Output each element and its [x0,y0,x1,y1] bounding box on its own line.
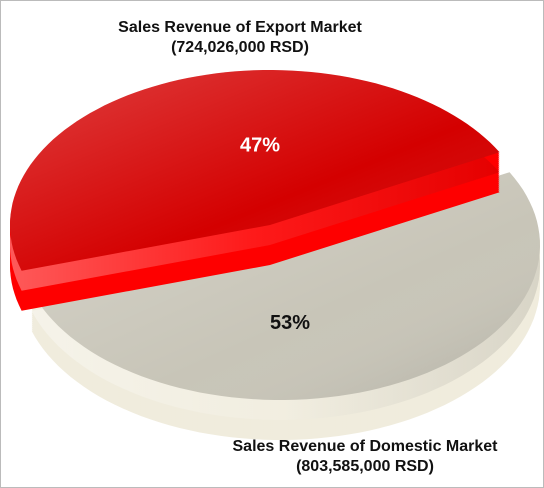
category-amount: (724,026,000 RSD) [171,39,309,56]
slice-shine [31,172,540,400]
pie [10,70,540,440]
category-amount: (803,585,000 RSD) [296,458,434,475]
category-label: Sales Revenue of Domestic Market [233,438,499,455]
value-label: 53% [270,312,310,334]
category-label: Sales Revenue of Export Market [118,19,362,36]
labels: 53% Sales Revenue of Domestic Market (803,… [118,19,498,475]
slice-shine [10,70,500,271]
value-label: 47% [240,135,280,157]
